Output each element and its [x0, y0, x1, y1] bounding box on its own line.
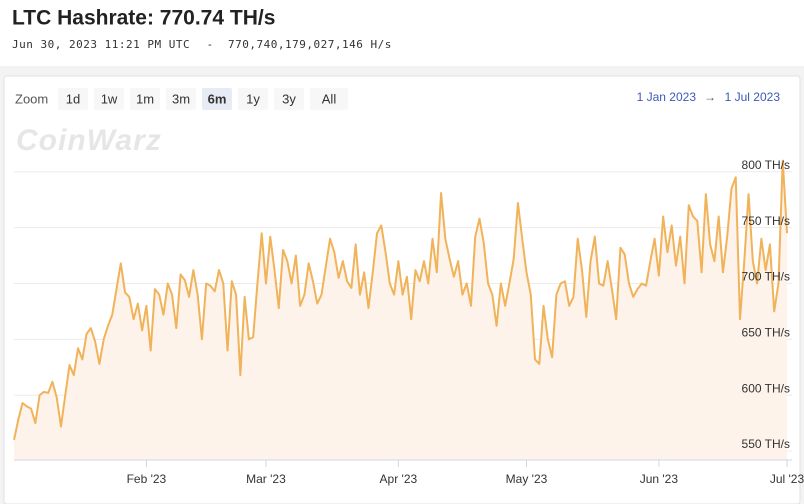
timestamp: Jun 30, 2023 11:21 PM UTC [12, 38, 190, 51]
zoom-button-label: 1w [101, 91, 118, 106]
zoom-button-label: 1d [66, 91, 80, 106]
y-tick-label: 600 TH/s [742, 381, 790, 395]
zoom-button-label: 3m [172, 91, 190, 106]
zoom-button-label: All [322, 91, 337, 106]
y-tick-label: 650 TH/s [742, 326, 790, 340]
zoom-button[interactable]: 1d [58, 88, 88, 110]
y-tick-label: 750 TH/s [742, 214, 790, 228]
zoom-button-bg [274, 88, 304, 110]
zoom-button-label: 1m [136, 91, 154, 106]
zoom-button[interactable]: 3y [274, 88, 304, 110]
raw-rate: 770,740,179,027,146 H/s [228, 38, 392, 51]
zoom-button-bg [238, 88, 268, 110]
header-bg [0, 0, 804, 66]
zoom-button-label: 3y [282, 91, 296, 106]
zoom-button-bg [130, 88, 160, 110]
zoom-button-bg [202, 88, 232, 110]
y-tick-label: 550 TH/s [742, 437, 790, 451]
x-tick-label: Jul '23 [770, 472, 804, 486]
x-tick-label: Mar '23 [246, 472, 286, 486]
range-from: 1 Jan 2023 [637, 90, 697, 104]
zoom-button[interactable]: All [310, 88, 348, 110]
y-tick-label: 800 TH/s [742, 158, 790, 172]
zoom-button-bg [166, 88, 196, 110]
line [13, 159, 788, 441]
zoom-button-label: 1y [246, 91, 260, 106]
separator: - [208, 39, 212, 51]
x-tick-label: Jun '23 [640, 472, 679, 486]
watermark: CoinWarz [16, 124, 162, 157]
x-tick-label: Feb '23 [127, 472, 167, 486]
y-tick-label: 700 TH/s [742, 270, 790, 284]
zoom-button-bg [310, 88, 348, 110]
zoom-label: Zoom [15, 91, 48, 106]
zoom-button[interactable]: 6m [202, 88, 232, 110]
x-tick-label: May '23 [506, 472, 548, 486]
title: LTC Hashrate: 770.74 TH/s [12, 7, 275, 30]
zoom-button-bg [94, 88, 124, 110]
plot: 550 TH/s 600 TH/s 650 TH/s 700 TH/s 750 TH/s… [13, 158, 804, 486]
range-to: 1 Jul 2023 [725, 90, 781, 104]
zoom-button[interactable]: 1y [238, 88, 268, 110]
zoom-button[interactable]: 1m [130, 88, 160, 110]
zoom-button[interactable]: 1w [94, 88, 124, 110]
x-tick-label: Apr '23 [380, 472, 418, 486]
range-arrow: → [704, 90, 716, 104]
zoom-button-bg [58, 88, 88, 110]
zoom-button-label: 6m [208, 91, 227, 106]
area [14, 160, 787, 460]
zoom-button[interactable]: 3m [166, 88, 196, 110]
